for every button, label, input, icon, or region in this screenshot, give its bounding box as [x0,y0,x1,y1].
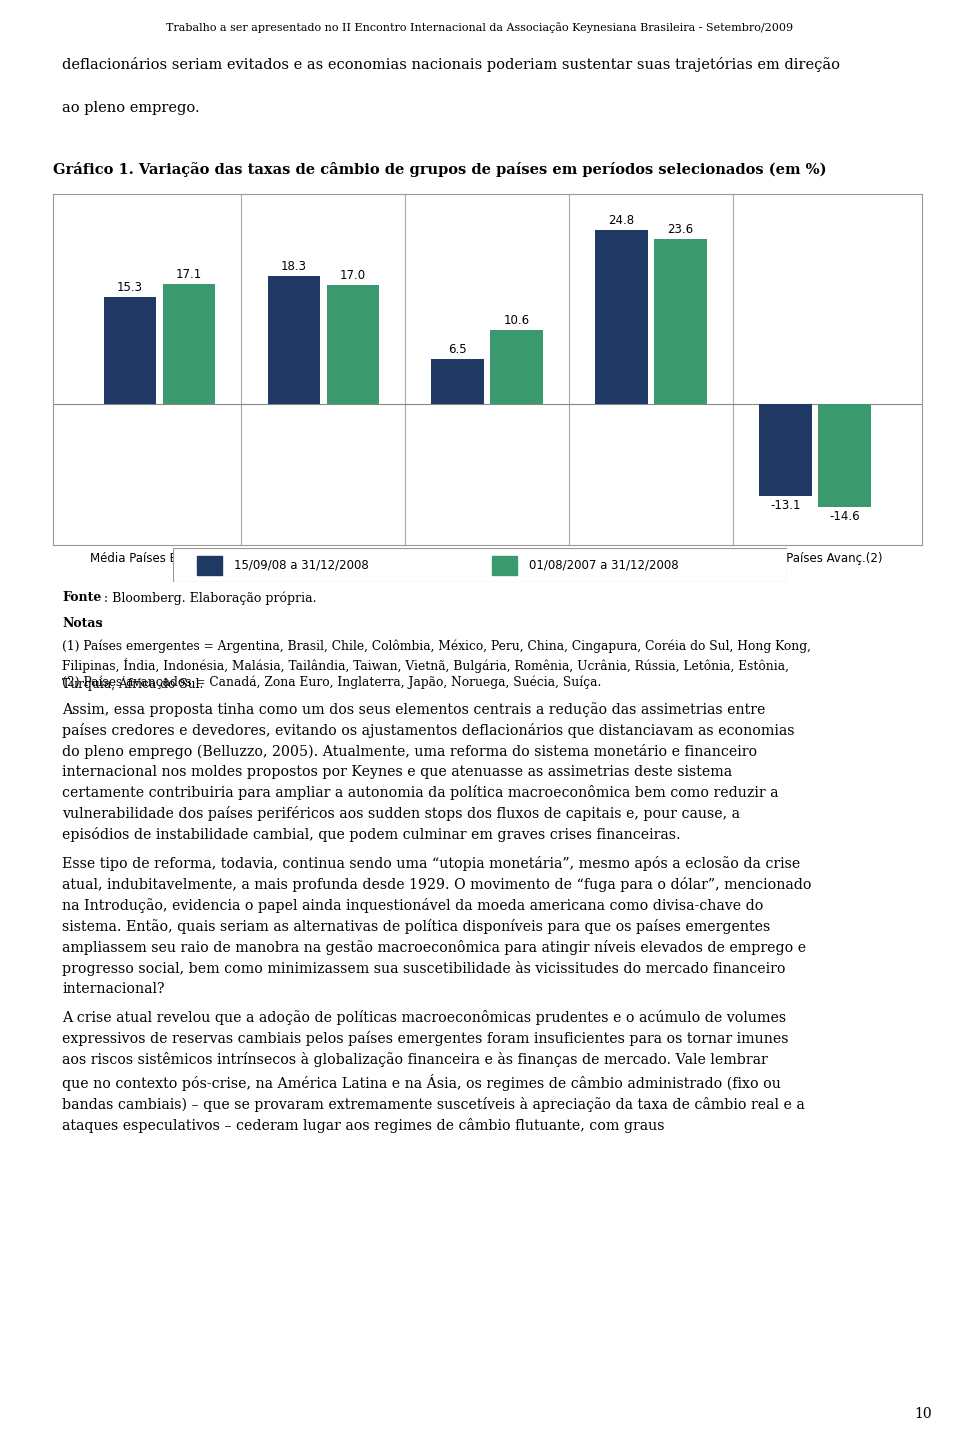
Bar [491,330,543,404]
Bar [198,556,222,575]
Text: (2) Países avançados = Canadá, Zona Euro, Inglaterra, Japão, Noruega, Suécia, Su: (2) Países avançados = Canadá, Zona Euro… [62,675,602,690]
Text: Esse tipo de reforma, todavia, continua sendo uma “utopia monetária”, mesmo após: Esse tipo de reforma, todavia, continua … [62,856,812,995]
Text: A crise atual revelou que a adoção de políticas macroeconômicas prudentes e o ac: A crise atual revelou que a adoção de po… [62,1010,805,1133]
Text: 10: 10 [915,1407,932,1421]
Text: deflacionários seriam evitados e as economias nacionais poderiam sustentar suas : deflacionários seriam evitados e as econ… [62,57,840,72]
Text: (1) Países emergentes = Argentina, Brasil, Chile, Colômbia, México, Peru, China,: (1) Países emergentes = Argentina, Brasi… [62,640,811,652]
Text: Turquia, África do Sul.: Turquia, África do Sul. [62,675,204,691]
Text: Filipinas, Índia, Indonésia, Malásia, Tailândia, Taiwan, Vietnã, Bulgária, Romên: Filipinas, Índia, Indonésia, Malásia, Ta… [62,658,789,673]
Bar [655,238,707,404]
Text: 24.8: 24.8 [609,214,635,228]
Bar [431,358,484,404]
Text: 10.6: 10.6 [504,314,530,327]
Bar [595,229,648,404]
Bar [162,284,215,404]
Text: -13.1: -13.1 [770,499,801,512]
Text: Fonte: Fonte [62,591,102,604]
Text: ao pleno emprego.: ao pleno emprego. [62,100,200,115]
Text: 17.0: 17.0 [340,270,366,282]
Text: 17.1: 17.1 [176,268,202,281]
Text: Assim, essa proposta tinha como um dos seus elementos centrais a redução das ass: Assim, essa proposta tinha como um dos s… [62,703,795,842]
Text: 15/09/08 a 31/12/2008: 15/09/08 a 31/12/2008 [234,558,369,572]
Bar [759,404,812,496]
Text: 01/08/2007 a 31/12/2008: 01/08/2007 a 31/12/2008 [529,558,679,572]
Bar [326,285,379,404]
Text: 23.6: 23.6 [667,222,694,235]
Text: Notas: Notas [62,617,103,630]
Text: Trabalho a ser apresentado no II Encontro Internacional da Associação Keynesiana: Trabalho a ser apresentado no II Encontr… [166,23,794,33]
Text: :: : [99,617,103,630]
Bar [492,556,516,575]
Text: 15.3: 15.3 [117,281,143,294]
Bar [818,404,871,508]
Text: : Bloomberg. Elaboração própria.: : Bloomberg. Elaboração própria. [104,591,317,605]
Bar [268,275,320,404]
Text: Gráfico 1. Variação das taxas de câmbio de grupos de países em períodos selecion: Gráfico 1. Variação das taxas de câmbio … [53,162,827,178]
Text: 6.5: 6.5 [448,343,467,356]
Text: -14.6: -14.6 [829,509,860,523]
Text: 18.3: 18.3 [280,260,307,272]
Bar [104,297,156,404]
